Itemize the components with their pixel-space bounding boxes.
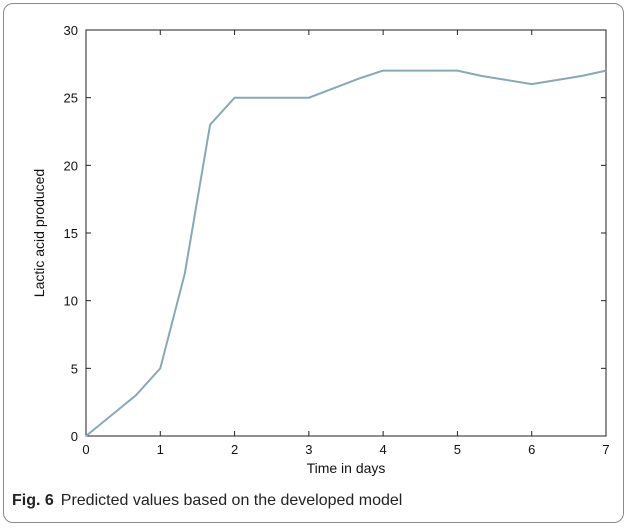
x-tick-label: 3 (305, 442, 312, 457)
x-axis: 0 1 2 3 4 5 6 7 (82, 30, 610, 457)
y-tick-label: 20 (64, 158, 78, 173)
x-tick-label: 1 (157, 442, 164, 457)
x-tick-label: 7 (602, 442, 609, 457)
line-chart: 0 1 2 3 4 5 6 7 0 5 10 15 20 25 30 Time in days Lacti… (31, 23, 610, 476)
y-axis-label: Lactic acid produced (31, 169, 47, 297)
x-tick-label: 6 (528, 442, 535, 457)
series-line (85, 69, 607, 437)
plot-area (85, 29, 607, 437)
x-tick-label: 0 (82, 442, 89, 457)
x-tick-label: 5 (454, 442, 461, 457)
x-axis-label: Time in days (307, 460, 386, 476)
y-tick-label: 0 (71, 429, 78, 444)
figure-number: Fig. 6 (12, 492, 54, 509)
y-tick-label: 10 (64, 294, 78, 309)
figure-caption: Fig. 6 Predicted values based on the deve… (12, 492, 612, 514)
y-tick-label: 30 (64, 23, 78, 38)
y-tick-label: 5 (71, 361, 78, 376)
x-tick-label: 4 (380, 442, 387, 457)
y-axis: 0 5 10 15 20 25 30 (64, 23, 606, 444)
y-tick-label: 25 (64, 91, 78, 106)
y-tick-label: 15 (64, 226, 78, 241)
x-tick-label: 2 (231, 442, 238, 457)
caption-text: Predicted values based on the developed … (60, 492, 403, 509)
